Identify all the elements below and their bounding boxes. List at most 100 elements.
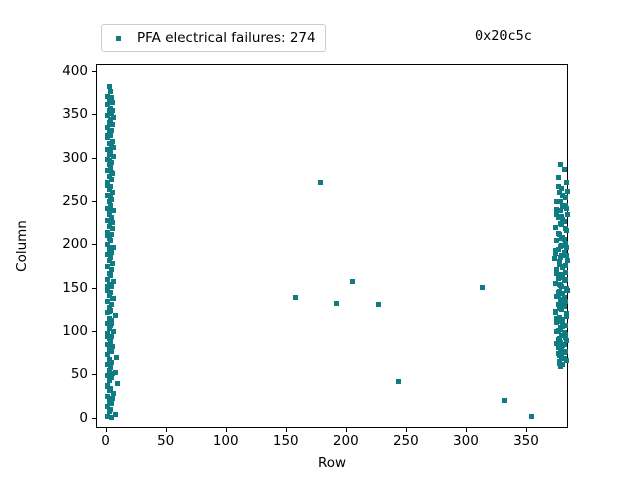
scatter-point	[107, 238, 113, 244]
scatter-point	[558, 296, 564, 302]
scatter-point	[317, 180, 323, 186]
scatter-point	[561, 167, 567, 173]
scatter-point	[107, 270, 113, 276]
scatter-point	[106, 367, 112, 373]
scatter-point	[375, 301, 381, 307]
scatter-point	[106, 141, 112, 147]
scatter-point	[560, 324, 566, 330]
x-tick-label: 100	[212, 433, 239, 449]
scatter-point	[558, 364, 564, 370]
scatter-point	[553, 247, 559, 253]
scatter-point	[105, 333, 111, 339]
scatter-point	[395, 378, 401, 384]
y-tick	[92, 374, 96, 376]
scatter-point	[562, 269, 568, 275]
scatter-point	[107, 364, 113, 370]
scatter-point	[562, 195, 568, 201]
scatter-point	[105, 217, 111, 223]
scatter-point	[106, 157, 112, 163]
scatter-point	[565, 258, 571, 264]
scatter-point	[564, 180, 570, 186]
scatter-point	[559, 300, 565, 306]
scatter-point	[107, 290, 113, 296]
scatter-point	[106, 84, 112, 90]
scatter-point	[108, 318, 114, 324]
scatter-point	[106, 408, 112, 414]
scatter-point	[105, 102, 111, 108]
scatter-point	[559, 214, 565, 220]
scatter-point	[561, 236, 567, 242]
scatter-point	[553, 250, 559, 256]
scatter-point	[558, 272, 564, 278]
scatter-point	[558, 208, 564, 214]
scatter-point	[554, 207, 560, 213]
scatter-point	[110, 107, 116, 113]
scatter-point	[107, 149, 113, 155]
scatter-point	[564, 311, 570, 317]
x-tick-label: 250	[392, 433, 419, 449]
scatter-point	[106, 174, 112, 180]
scatter-point	[333, 300, 339, 306]
scatter-point	[559, 185, 565, 191]
scatter-point	[105, 124, 111, 130]
scatter-point	[105, 233, 111, 239]
x-tick-label: 350	[513, 433, 539, 449]
scatter-point	[559, 332, 565, 338]
x-tick-label: 50	[157, 433, 175, 449]
scatter-point	[561, 219, 567, 225]
scatter-point	[553, 308, 559, 314]
scatter-point	[558, 198, 564, 204]
scatter-point	[105, 229, 111, 235]
scatter-point	[107, 88, 113, 94]
y-tick	[92, 114, 96, 116]
scatter-point	[108, 176, 114, 182]
scatter-point	[108, 415, 114, 421]
scatter-point	[106, 211, 112, 217]
x-tick	[165, 428, 167, 432]
scatter-point	[107, 345, 113, 351]
scatter-point	[106, 358, 112, 364]
scatter-point	[112, 411, 118, 417]
scatter-point	[105, 393, 111, 399]
scatter-point	[554, 199, 560, 205]
scatter-point	[562, 262, 568, 268]
scatter-point	[105, 413, 111, 419]
scatter-point	[108, 401, 114, 407]
scatter-point	[111, 208, 117, 214]
scatter-point	[555, 230, 561, 236]
scatter-point	[110, 99, 116, 105]
x-axis-label: Row	[317, 455, 347, 471]
scatter-point	[106, 315, 112, 321]
scatter-point	[555, 337, 561, 343]
x-tick-label: 300	[453, 433, 479, 449]
scatter-point	[565, 287, 571, 293]
scatter-point	[555, 292, 561, 298]
scatter-point	[105, 351, 111, 357]
scatter-point	[110, 220, 116, 226]
scatter-point	[561, 350, 567, 356]
y-tick-label: 250	[62, 192, 88, 209]
scatter-point	[106, 107, 112, 113]
scatter-point	[108, 284, 114, 290]
scatter-point	[105, 146, 111, 152]
y-tick	[92, 200, 96, 203]
scatter-point	[556, 259, 562, 265]
scatter-point	[105, 241, 111, 247]
scatter-point	[106, 377, 112, 383]
x-tick-label: 200	[332, 433, 359, 449]
scatter-point	[559, 347, 565, 353]
scatter-point	[105, 132, 111, 138]
scatter-point	[106, 187, 112, 193]
x-tick	[405, 428, 407, 432]
scatter-point	[562, 226, 568, 232]
scatter-point	[553, 225, 559, 231]
scatter-point	[108, 111, 114, 117]
scatter-point	[105, 168, 111, 174]
x-tick	[105, 428, 107, 432]
scatter-point	[554, 329, 560, 335]
scatter-point	[561, 342, 567, 348]
scatter-point	[108, 375, 114, 381]
scatter-point	[105, 135, 111, 141]
scatter-point	[111, 154, 117, 160]
scatter-point	[564, 253, 570, 259]
